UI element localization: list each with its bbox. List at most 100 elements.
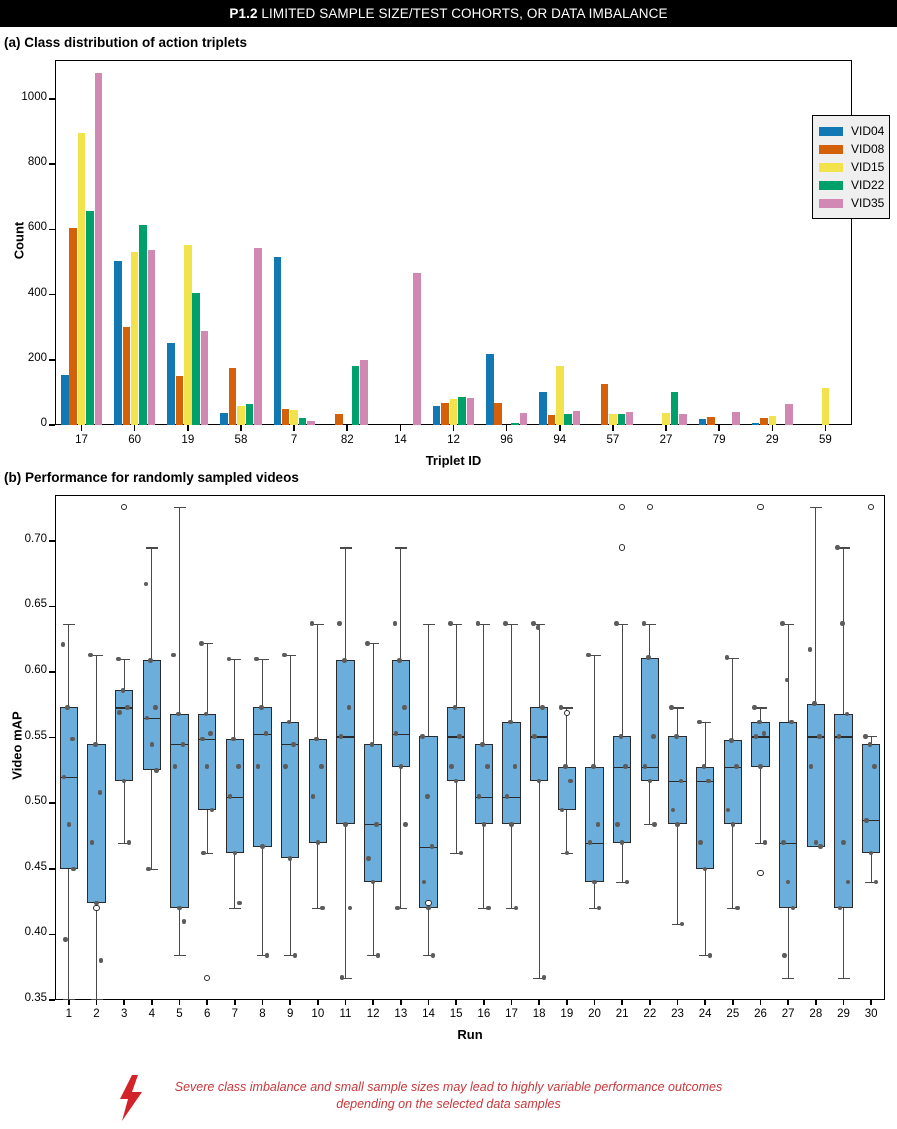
- data-point-21-1: [618, 734, 624, 739]
- data-point-8-2: [263, 731, 269, 737]
- whisker-cap-upper-20: [588, 655, 601, 657]
- bar-VID04-17: [60, 375, 69, 425]
- legend-item-VID35[interactable]: VID35: [819, 194, 885, 212]
- data-point-9-4: [287, 856, 293, 861]
- bar-VID15-12: [449, 398, 458, 425]
- bar-VID22-12: [458, 397, 466, 425]
- whisker-cap-lower-15: [450, 853, 463, 855]
- data-point-5-3: [172, 764, 178, 769]
- legend-label-VID15: VID15: [851, 160, 885, 174]
- data-point-1-4: [66, 821, 72, 827]
- data-point-7-3: [227, 794, 233, 799]
- median-3: [115, 707, 134, 709]
- whisker-cap-upper-30: [865, 736, 878, 738]
- whisker-cap-upper-18: [533, 623, 546, 625]
- box-22: [640, 657, 659, 781]
- bar-VID15-57: [609, 414, 617, 425]
- x-tick-label: 11: [339, 1008, 352, 1020]
- outlier-22-0: [646, 503, 653, 510]
- data-point-18-3: [532, 734, 537, 739]
- data-point-23-3: [670, 807, 676, 813]
- box-28: [806, 703, 825, 847]
- x-tick-mark: [649, 1000, 651, 1005]
- legend-item-VID04[interactable]: VID04: [819, 122, 884, 140]
- x-tick-mark: [372, 1000, 374, 1005]
- data-point-2-1: [93, 741, 98, 747]
- x-tick-mark: [95, 1000, 98, 1005]
- bar-VID35-7: [307, 421, 315, 425]
- x-tick-mark: [815, 1000, 817, 1005]
- bar-VID35-29: [785, 403, 793, 425]
- y-tick-label: 0.70: [24, 532, 47, 545]
- whisker-cap-lower-7: [228, 908, 241, 910]
- bar-VID04-7: [273, 257, 282, 425]
- data-point-5-5: [181, 918, 187, 924]
- median-30: [862, 820, 881, 822]
- data-point-20-4: [592, 879, 597, 885]
- data-point-8-1: [259, 705, 264, 710]
- x-tick-label: 1: [65, 1008, 73, 1020]
- y-tick-mark: [49, 359, 55, 361]
- bar-VID35-17: [94, 73, 103, 425]
- whisker-upper-4: [151, 547, 153, 661]
- whisker-cap-upper-15: [450, 623, 463, 625]
- y-tick-mark: [49, 98, 55, 100]
- bar-VID22-82: [351, 365, 360, 425]
- data-point-7-2: [236, 764, 241, 769]
- median-16: [474, 796, 493, 798]
- data-point-16-4: [481, 821, 487, 827]
- bar-VID08-82: [335, 413, 343, 425]
- x-tick-label: 57: [606, 434, 620, 446]
- data-point-12-1: [369, 741, 375, 747]
- legend-item-VID15[interactable]: VID15: [819, 158, 885, 176]
- whisker-lower-21: [621, 842, 623, 882]
- x-tick-mark: [676, 1000, 679, 1005]
- data-point-13-6: [395, 905, 400, 911]
- legend-item-VID08[interactable]: VID08: [819, 140, 884, 158]
- data-point-19-4: [564, 850, 570, 856]
- x-tick-label: 30: [864, 1008, 878, 1020]
- box-11: [336, 660, 355, 825]
- bar-VID04-94: [539, 392, 547, 425]
- x-tick-label: 7: [290, 434, 298, 446]
- x-tick-mark: [133, 425, 136, 431]
- whisker-lower-20: [593, 881, 596, 909]
- median-7: [225, 796, 244, 798]
- whisker-lower-25: [732, 824, 734, 909]
- bar-VID15-19: [184, 244, 192, 425]
- x-tick-mark: [704, 1000, 706, 1005]
- bar-VID04-96: [486, 353, 494, 425]
- x-tick-label: 19: [181, 434, 195, 446]
- data-point-15-0: [448, 621, 453, 626]
- bar-VID04-58: [220, 412, 228, 425]
- legend-swatch-VID35: [819, 198, 843, 208]
- x-tick-mark: [317, 1000, 319, 1005]
- whisker-cap-lower-3: [118, 842, 131, 844]
- whisker-cap-upper-16: [477, 623, 490, 625]
- data-point-30-4: [868, 850, 874, 856]
- whisker-lower-26: [759, 766, 762, 843]
- data-point-10-5: [320, 905, 325, 911]
- legend-item-VID22[interactable]: VID22: [819, 176, 885, 194]
- whisker-cap-upper-13: [394, 547, 407, 549]
- y-tick-label: 0: [40, 417, 47, 429]
- x-tick-mark: [123, 1000, 125, 1005]
- data-point-21-2: [623, 764, 628, 769]
- legend-label-VID35: VID35: [851, 196, 885, 210]
- data-point-20-5: [596, 905, 602, 911]
- y-tick-mark: [49, 228, 55, 231]
- header-title-text: LIMITED SAMPLE SIZE/TEST COHORTS, OR DAT…: [257, 6, 668, 21]
- data-point-4-5: [154, 768, 159, 773]
- whisker-cap-lower-12: [367, 955, 380, 957]
- x-tick-mark: [538, 1000, 540, 1005]
- x-tick-mark: [593, 1000, 596, 1005]
- whisker-cap-upper-3: [118, 658, 131, 661]
- box-27: [779, 721, 798, 909]
- outlier-19-0: [563, 709, 570, 716]
- x-tick-mark: [842, 1000, 845, 1005]
- x-tick-label: 17: [505, 1008, 518, 1020]
- data-point-3-1: [120, 688, 126, 693]
- data-point-7-5: [237, 900, 242, 906]
- legend-label-VID22: VID22: [851, 178, 885, 192]
- data-point-27-3: [781, 840, 786, 845]
